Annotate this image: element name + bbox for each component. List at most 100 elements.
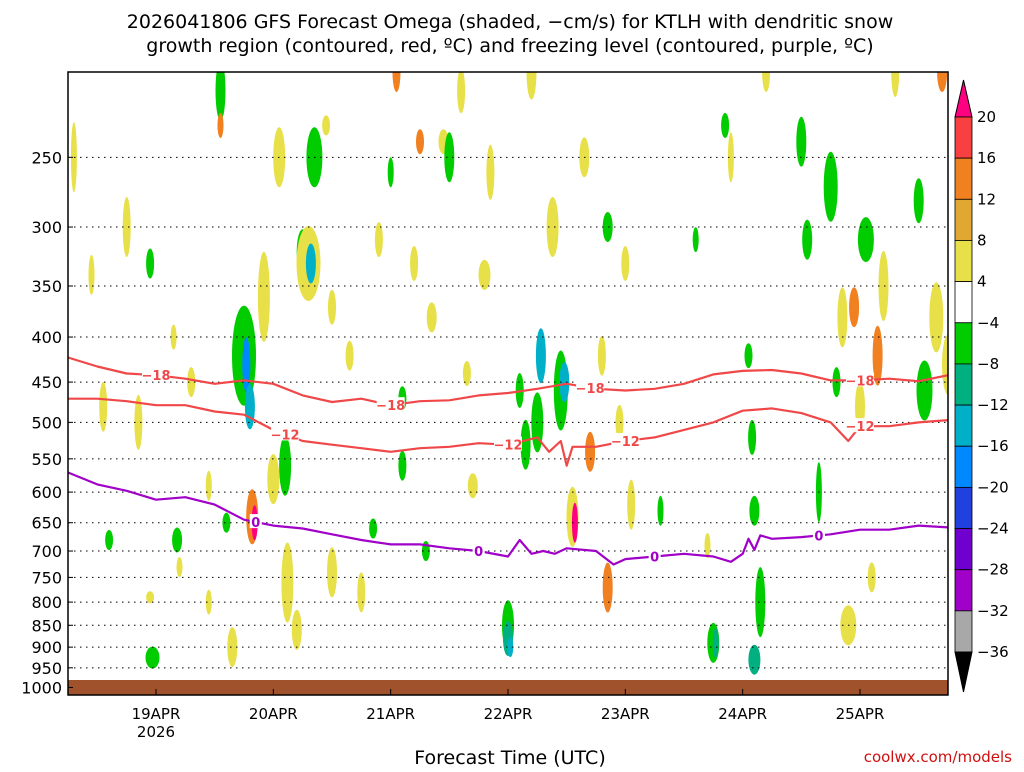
x-axis-labels: 19APR 20APR 21APR 22APR 23APR 24APR 25APR 2026	[132, 689, 885, 741]
chart-title-line2: growth region (contoured, red, ºC) and f…	[146, 35, 873, 57]
omega-shade-patch	[913, 178, 924, 224]
omega-shade-patch	[426, 302, 437, 333]
omega-shade-patch	[146, 248, 155, 279]
omega-shade-patch	[823, 151, 838, 222]
colorbar-label: 8	[977, 231, 987, 249]
colorbar-label: 16	[977, 149, 996, 167]
omega-shade-patch	[942, 334, 948, 395]
omega-shade-patch	[170, 324, 177, 350]
omega-shade-patch	[520, 419, 531, 470]
contour-label-bg	[249, 514, 262, 529]
omega-shade-patch	[122, 197, 131, 257]
omega-shade-patch	[345, 340, 354, 371]
omega-shade-patch	[486, 144, 495, 200]
colorbar-label: −32	[977, 602, 1009, 620]
credit-text: coolwx.com/models	[864, 748, 1012, 766]
colorbar-swatch	[954, 363, 973, 406]
omega-shade-patch	[712, 627, 719, 658]
omega-shade-patch	[916, 360, 933, 421]
omega-shade-patch	[369, 518, 378, 539]
omega-shade-patch	[929, 282, 944, 353]
omega-shade-patch	[704, 533, 711, 558]
omega-shade-patch	[541, 0, 557, 2]
x-axis-title: Forecast Time (UTC)	[414, 747, 605, 768]
omega-shade-patch	[727, 132, 734, 183]
contour-label: −12	[494, 439, 523, 454]
omega-shade-patch	[749, 495, 760, 526]
contour-label-bg	[846, 418, 874, 433]
omega-shade-patch	[117, 0, 125, 7]
omega-shade-patch	[467, 473, 478, 499]
omega-shade-patch	[627, 479, 636, 530]
omega-shade-patch	[937, 72, 948, 92]
x-tick-label: 25APR	[836, 705, 885, 723]
y-tick-label: 350	[31, 277, 62, 296]
omega-shade-patch	[802, 219, 813, 260]
omega-shade-patch	[257, 251, 270, 342]
colorbar-label: 12	[977, 190, 996, 208]
colorbar-swatch	[954, 116, 973, 159]
colorbar-swatch	[954, 486, 973, 529]
colorbar-swatch	[954, 528, 973, 571]
omega-shade-patch	[227, 627, 238, 668]
omega-shade-patch	[205, 589, 212, 615]
omega-shade-patch	[357, 572, 366, 613]
y-tick-label: 400	[31, 328, 62, 347]
contour-label: 0	[251, 516, 260, 531]
omega-shade-patch	[374, 222, 383, 258]
y-tick-label: 950	[31, 659, 62, 678]
contour-label-bg	[812, 527, 825, 542]
omega-shade-patch	[748, 644, 761, 675]
omega-shade-patch	[392, 72, 401, 92]
omega-shade-patch	[416, 129, 424, 155]
omega-shade-patch	[328, 289, 336, 325]
x-tick-label: 23APR	[601, 705, 650, 723]
omega-shade-patch	[657, 495, 664, 526]
omega-shade-patch	[215, 72, 226, 121]
colorbar-label: −8	[977, 355, 999, 373]
colorbar-swatch	[954, 198, 973, 241]
y-tick-label: 300	[31, 218, 62, 237]
omega-shade-patch	[891, 72, 900, 97]
contour-label: −18	[846, 374, 875, 389]
contour-label-bg	[648, 548, 661, 563]
omega-shade-patch	[99, 381, 108, 432]
omega-shade-patch	[721, 112, 730, 138]
x-tick-label: 21APR	[366, 705, 415, 723]
colorbar-swatch	[954, 445, 973, 488]
contour-label: −18	[376, 399, 405, 414]
y-tick-label: 650	[31, 514, 62, 533]
y-tick-label: 250	[31, 148, 62, 167]
colorbar-swatch	[954, 610, 973, 653]
y-tick-label: 850	[31, 616, 62, 635]
omega-shade-patch	[900, 72, 902, 73]
omega-shade-patch	[744, 343, 753, 369]
colorbar-swatch	[954, 404, 973, 447]
y-tick-label: 750	[31, 568, 62, 587]
omega-shade-patch	[526, 72, 537, 100]
omega-shade-patch	[205, 470, 212, 501]
omega-shade-patch	[878, 251, 889, 321]
colorbar-label: −12	[977, 396, 1009, 414]
omega-shade-patch	[621, 246, 630, 281]
omega-shade-patch	[692, 227, 699, 253]
omega-shade-patch	[410, 246, 419, 281]
contour-label-bg	[142, 367, 170, 382]
contour-label: −12	[271, 428, 300, 443]
colorbar-label: −20	[977, 478, 1009, 496]
omega-shade-patch	[755, 567, 766, 638]
contour-label-bg	[576, 379, 605, 394]
x-tick-label: 24APR	[718, 705, 767, 723]
contour-dgz_bottom	[68, 397, 948, 467]
x-year-label: 2026	[137, 723, 175, 741]
y-axis-labels: 250 300 350 400 450 500 550 600 650 700 750 800 850 9…	[21, 148, 73, 697]
omega-shade-patch	[444, 132, 455, 183]
y-tick-label: 500	[31, 413, 62, 432]
contour-label-bg	[611, 433, 640, 448]
omega-shade-patch	[837, 287, 848, 348]
contour-label-bg	[376, 397, 405, 412]
contour-label-bg	[271, 426, 300, 441]
contour-label: 0	[650, 550, 659, 565]
omega-shade-patch	[281, 542, 294, 623]
omega-shade-patch	[507, 637, 514, 658]
